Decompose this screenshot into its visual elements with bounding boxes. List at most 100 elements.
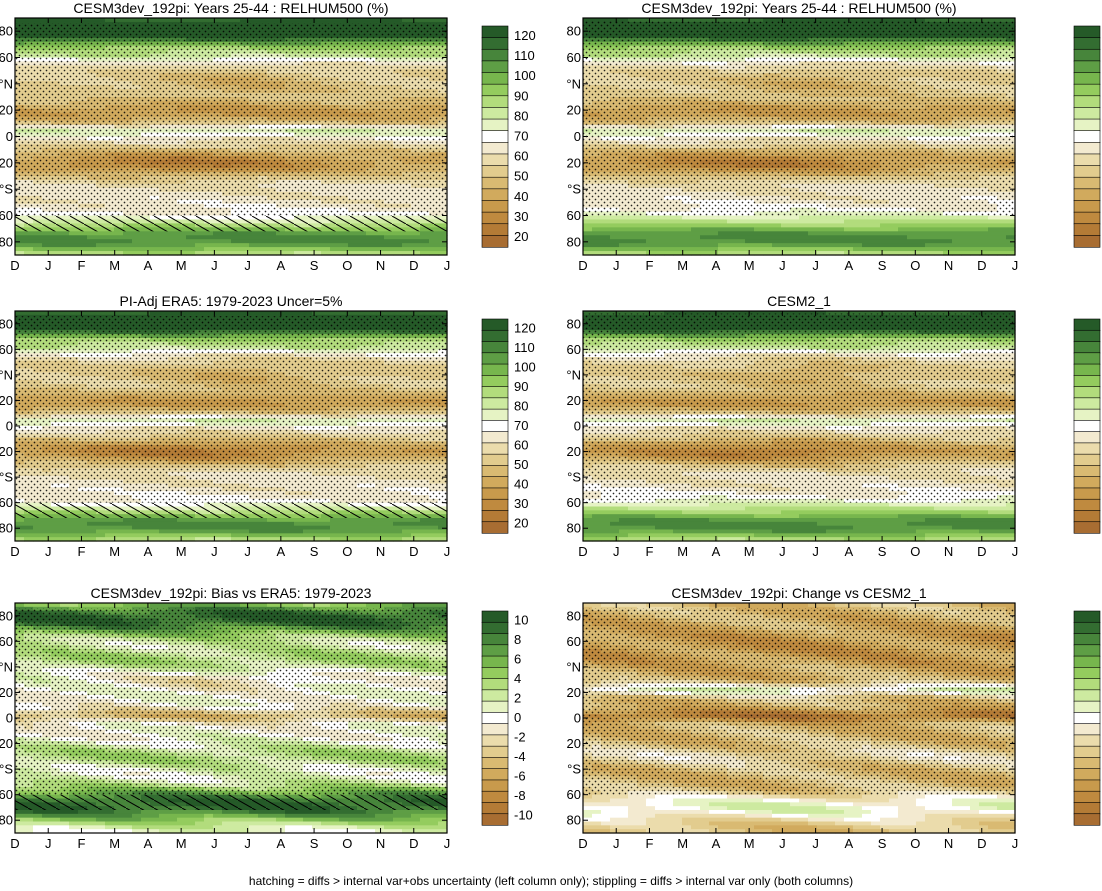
heatmap-cell (709, 223, 719, 228)
heatmap-cell (366, 243, 376, 248)
heatmap-cell (772, 239, 782, 244)
heatmap-cell (718, 223, 728, 228)
heatmap-cell (619, 227, 629, 232)
heatmap-cell (114, 18, 124, 23)
heatmap-cell (601, 239, 611, 244)
heatmap-cell (330, 235, 340, 240)
heatmap-cell (249, 247, 259, 252)
heatmap-cell (285, 243, 295, 248)
heatmap-cell (204, 247, 214, 252)
heatmap-cell (276, 231, 286, 236)
colorbar-label: 30 (514, 209, 528, 224)
heatmap-cell (78, 243, 88, 248)
heatmap-cell (168, 231, 178, 236)
heatmap-cell (177, 235, 187, 240)
heatmap-cell (87, 18, 97, 23)
heatmap-cell (853, 219, 863, 224)
heatmap-cell (718, 219, 728, 224)
heatmap-cell (222, 231, 232, 236)
heatmap-cell (276, 239, 286, 244)
heatmap-cell (168, 243, 178, 248)
heatmap-cell (709, 235, 719, 240)
heatmap-cell (844, 235, 854, 240)
heatmap-cell (195, 239, 205, 244)
heatmap-cell (727, 239, 737, 244)
heatmap-cell (628, 235, 638, 240)
heatmap-cell (808, 239, 818, 244)
heatmap-cell (772, 231, 782, 236)
x-tick-label: D (409, 258, 418, 273)
heatmap-cell (664, 215, 674, 221)
heatmap-cell (294, 235, 304, 240)
heatmap-cell (348, 239, 358, 244)
heatmap-cell (835, 239, 845, 244)
heatmap-cell (682, 223, 692, 228)
heatmap-cell (763, 219, 773, 224)
heatmap-cell (718, 247, 728, 252)
heatmap-cell (249, 231, 259, 236)
x-tick-label: J (211, 258, 218, 273)
heatmap-cell (384, 247, 394, 252)
heatmap-cell (799, 243, 809, 248)
heatmap-cell (700, 239, 710, 244)
heatmap-cell (276, 235, 286, 240)
heatmap-cell (303, 231, 313, 236)
heatmap-cell (402, 247, 412, 252)
heatmap-cell (195, 247, 205, 252)
heatmap-cell (177, 247, 187, 252)
colorbar-swatch (481, 200, 509, 213)
colorbar-swatch (481, 60, 509, 74)
heatmap-cell (393, 243, 403, 248)
heatmap-cell (375, 243, 385, 248)
heatmap-cell (240, 235, 250, 240)
heatmap-cell (357, 247, 367, 252)
heatmap-cell (393, 231, 403, 236)
heatmap-cell (132, 247, 142, 252)
heatmap-cell (790, 231, 800, 236)
heatmap-cell (105, 251, 115, 256)
heatmap-cell (87, 251, 97, 256)
panel-title: CESM3dev_192pi: Years 25-44 : RELHUM500 … (641, 0, 956, 16)
heatmap-cell (24, 235, 34, 240)
colorbar-swatch (481, 165, 509, 178)
heatmap-cell (673, 239, 683, 244)
heatmap-cell (682, 231, 692, 236)
heatmap-cell (601, 247, 611, 252)
heatmap-cell (844, 223, 854, 228)
heatmap-cell (186, 243, 196, 248)
heatmap-cell (646, 215, 656, 221)
colorbar-swatch (481, 107, 509, 120)
panel-p2: CESM3dev_192pi: Years 25-44 : RELHUM500 … (566, 0, 1101, 273)
heatmap-cell (159, 251, 169, 256)
heatmap-cell (321, 247, 331, 252)
heatmap-cell (429, 235, 439, 240)
heatmap-cell (709, 227, 719, 232)
heatmap-cell (619, 243, 629, 248)
heatmap-cell (745, 219, 755, 224)
heatmap-cell (646, 227, 656, 232)
heatmap-cell (177, 243, 187, 248)
heatmap-cell (754, 239, 764, 244)
heatmap-cell (96, 231, 106, 236)
heatmap-cell (294, 243, 304, 248)
heatmap-cell (772, 215, 782, 221)
heatmap-cell (727, 235, 737, 240)
heatmap-cell (790, 235, 800, 240)
heatmap-cell (853, 223, 863, 228)
heatmap-cell (357, 231, 367, 236)
heatmap-cell (420, 231, 430, 236)
heatmap-cell (826, 223, 836, 228)
heatmap-cell (402, 235, 412, 240)
heatmap-cell (51, 235, 61, 240)
x-tick-label: J (244, 258, 251, 273)
heatmap-cell (51, 18, 61, 23)
heatmap-cell (646, 243, 656, 248)
heatmap-cell (844, 215, 854, 221)
heatmap-cell (267, 18, 277, 23)
colorbar-label: 60 (514, 149, 528, 164)
heatmap-cell (69, 18, 79, 23)
heatmap-cell (105, 231, 115, 236)
heatmap-cell (682, 235, 692, 240)
heatmap-cell (231, 235, 241, 240)
heatmap-cell (799, 223, 809, 228)
